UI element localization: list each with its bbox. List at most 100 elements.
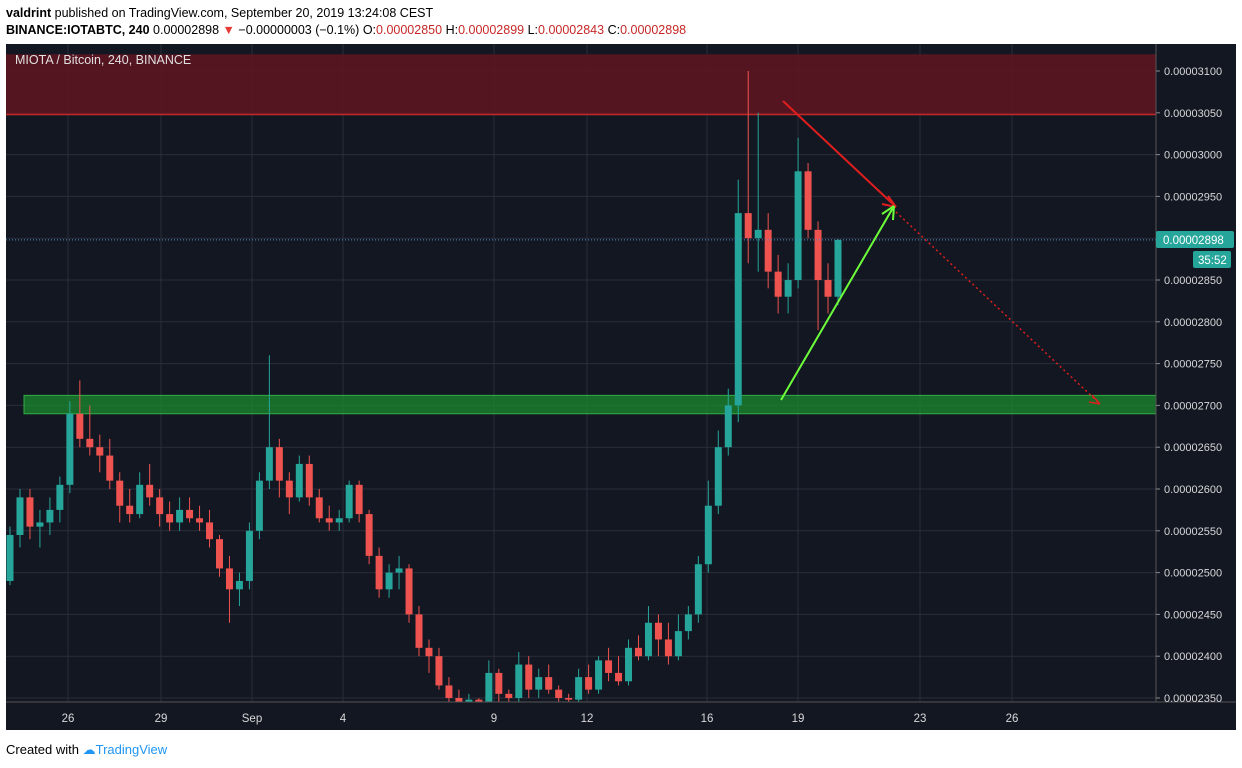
x-tick-label: 29	[155, 713, 168, 725]
price-change: −0.00000003 (−0.1%)	[238, 23, 360, 37]
candle-body	[225, 568, 233, 590]
x-tick-label: Sep	[242, 713, 262, 725]
candle-body	[275, 447, 283, 481]
x-tick-label: 16	[701, 713, 714, 725]
footer: Created with ☁TradingView	[6, 742, 167, 758]
candle-body	[106, 455, 114, 481]
y-tick-label: 0.00002800	[1164, 317, 1222, 329]
candle-body	[664, 639, 672, 657]
candle-body	[235, 580, 243, 590]
candle-body	[824, 280, 832, 297]
tradingview-logo-icon[interactable]: ☁	[82, 742, 96, 757]
price-axis[interactable]	[1156, 44, 1236, 702]
chart-title: MIOTA / Bitcoin, 240, BINANCE	[15, 53, 191, 67]
candle-body	[26, 497, 34, 527]
projection-arrow-head	[1088, 394, 1101, 405]
candle-body	[525, 664, 533, 690]
candle-body	[116, 480, 124, 506]
countdown-label: 35:52	[1198, 255, 1227, 267]
green-trend-arrow	[780, 205, 895, 401]
y-tick-label: 0.00002350	[1164, 693, 1222, 705]
candle-body	[305, 463, 313, 498]
candle-body	[485, 672, 493, 702]
candle-body	[355, 484, 363, 515]
candle-body	[385, 572, 393, 590]
candle-body	[794, 171, 802, 280]
candle-body	[66, 413, 74, 485]
y-tick-label: 0.00002700	[1164, 400, 1222, 412]
y-tick-label: 0.00003100	[1164, 66, 1222, 78]
candle-body	[186, 509, 194, 519]
candle-body	[704, 505, 712, 565]
y-tick-label: 0.00002650	[1164, 442, 1222, 454]
candle-body	[455, 698, 463, 702]
candle-body	[724, 405, 732, 448]
candle-body	[325, 518, 333, 523]
candle-body	[605, 660, 613, 673]
candle-body	[804, 171, 812, 230]
candle-body	[814, 229, 822, 280]
candle-body	[545, 677, 553, 690]
tradingview-brand[interactable]: TradingView	[95, 742, 168, 757]
symbol-line: BINANCE:IOTABTC, 240 0.00002898 ▼ −0.000…	[6, 22, 686, 39]
down-arrow-icon: ▼	[222, 23, 235, 37]
candle-body	[694, 564, 702, 615]
x-tick-label: 23	[914, 713, 927, 725]
candle-body	[146, 484, 154, 498]
candle-body	[6, 534, 14, 581]
candle-body	[176, 509, 184, 523]
price-tag	[1156, 231, 1234, 248]
x-tick-label: 9	[491, 713, 497, 725]
low-label: L:	[527, 23, 539, 37]
candle-body	[395, 568, 403, 573]
candle-body	[595, 660, 603, 690]
x-tick-label: 4	[340, 713, 347, 725]
candle-body	[465, 699, 473, 702]
candle-body	[505, 693, 513, 698]
symbol-label: BINANCE:IOTABTC, 240	[6, 23, 150, 37]
created-with-text: Created with	[6, 742, 79, 757]
close-label: C:	[607, 23, 621, 37]
author-name[interactable]: valdrint	[6, 6, 52, 20]
candle-body	[774, 271, 782, 297]
close-value: 0.00002898	[620, 23, 687, 37]
candle-body	[285, 480, 293, 498]
candle-body	[86, 438, 94, 448]
candle-body	[166, 514, 174, 523]
price-chart[interactable]: 0.00003100 0.00003050 0.00003000 0.00002950…	[0, 0, 1242, 740]
support-zone[interactable]	[23, 394, 1157, 415]
candle-body	[96, 447, 104, 456]
candle-body	[565, 698, 573, 700]
y-tick-label: 0.00002400	[1164, 651, 1222, 663]
candle-body	[585, 677, 593, 690]
resistance-zone[interactable]	[6, 54, 1156, 115]
open-value: 0.00002850	[376, 23, 443, 37]
candle-body	[744, 213, 752, 239]
candle-body	[76, 413, 84, 439]
high-value: 0.00002899	[458, 23, 525, 37]
chart-header: valdrint published on TradingView.com, S…	[6, 5, 686, 39]
candle-body	[634, 647, 642, 657]
candle-body	[764, 229, 772, 272]
candle-body	[425, 647, 433, 657]
candle-body	[654, 622, 662, 640]
candle-body	[644, 622, 652, 657]
x-tick-label: 19	[792, 713, 805, 725]
candle-body	[335, 518, 343, 523]
y-tick-label: 0.00002950	[1164, 191, 1222, 203]
x-tick-label: 26	[1006, 713, 1019, 725]
candle-body	[475, 699, 483, 702]
candle-body	[435, 656, 443, 686]
y-tick-label: 0.00003000	[1164, 150, 1222, 162]
y-tick-label: 0.00002550	[1164, 526, 1222, 538]
candle-body	[615, 672, 623, 682]
candle-body	[575, 677, 583, 700]
projection-dotted-line	[895, 211, 1101, 405]
candle-body	[415, 614, 423, 648]
drawings	[780, 100, 1101, 405]
candle-body	[216, 539, 223, 569]
candle-body	[674, 631, 682, 657]
low-value: 0.00002843	[538, 23, 605, 37]
green-arrow-head	[881, 205, 895, 221]
candle-body	[46, 509, 54, 523]
